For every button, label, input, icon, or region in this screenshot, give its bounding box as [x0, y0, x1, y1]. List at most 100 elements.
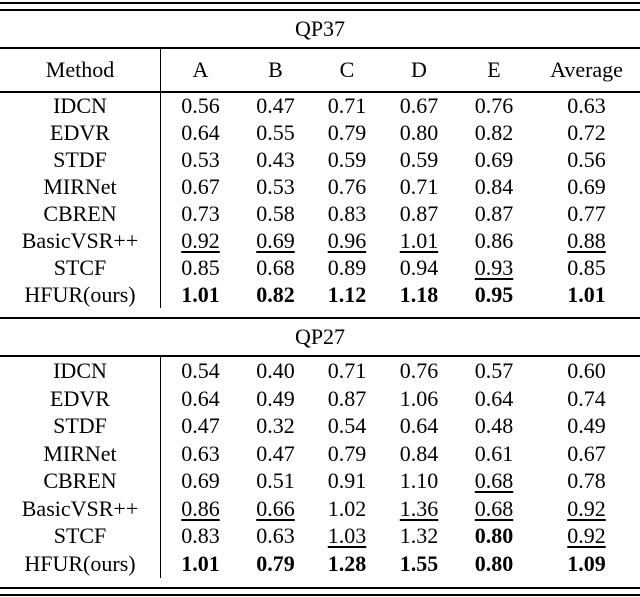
- rule-below-qp37-title: [0, 47, 640, 49]
- table-row: IDCN 0.56 0.47 0.71 0.67 0.76 0.63: [0, 93, 640, 120]
- cell-value: 0.89: [327, 254, 367, 280]
- cell-method-name: CBREN: [43, 201, 117, 226]
- cell-value: 1.09: [567, 551, 606, 577]
- cell-value: 0.47: [256, 93, 295, 119]
- cell-value: 1.12: [327, 281, 367, 307]
- cell-method-name: STCF: [53, 254, 107, 280]
- cell-value: 0.47: [256, 440, 295, 466]
- rule-above-qp27-title: [0, 317, 640, 320]
- cell-value: 0.74: [567, 385, 606, 411]
- cell-value: 1.36: [399, 495, 439, 521]
- cell-value: 0.87: [474, 201, 514, 226]
- cell-value: 1.01: [160, 281, 240, 309]
- cell-method-name: HFUR(ours): [24, 551, 136, 577]
- cell-value: 0.80: [474, 523, 514, 549]
- column-header-average: Average: [550, 57, 623, 82]
- rule-below-header: [0, 91, 640, 93]
- cell-value: 0.66: [256, 495, 295, 521]
- cell-value: 0.68: [474, 495, 514, 521]
- cell-value: 0.64: [160, 384, 240, 413]
- cell-value: 0.85: [567, 254, 606, 280]
- cell-value: 0.83: [160, 522, 240, 551]
- cell-value: 0.32: [256, 413, 295, 439]
- cell-method-name: IDCN: [53, 93, 107, 119]
- column-header-c: C: [339, 57, 355, 82]
- table-row: CBREN 0.73 0.58 0.83 0.87 0.87 0.77: [0, 200, 640, 228]
- cell-value: 1.55: [399, 551, 439, 577]
- cell-value: 0.56: [567, 147, 606, 173]
- cell-value: 0.48: [474, 413, 514, 439]
- cell-method-name: BasicVSR++: [21, 227, 139, 253]
- cell-value: 0.82: [256, 281, 295, 307]
- cell-value: 0.67: [399, 93, 439, 119]
- cell-value: 1.10: [399, 468, 439, 494]
- cell-value: 0.64: [474, 385, 514, 411]
- table-row: HFUR(ours) 1.01 0.82 1.12 1.18 0.95 1.01: [0, 281, 640, 309]
- cell-value: 1.01: [567, 281, 606, 307]
- section-title-text: QP27: [294, 324, 346, 350]
- table-row: BasicVSR++ 0.92 0.69 0.96 1.01 0.86 0.88: [0, 227, 640, 255]
- cell-method-name: EDVR: [50, 385, 110, 411]
- cell-value: 0.64: [160, 119, 240, 147]
- cell-value: 0.92: [160, 227, 240, 255]
- cell-value: 0.54: [327, 413, 367, 439]
- cell-value: 0.71: [327, 93, 367, 119]
- cell-value: 0.54: [160, 357, 240, 385]
- cell-value: 0.58: [256, 201, 295, 226]
- cell-value: 0.79: [256, 551, 295, 577]
- cell-value: 0.59: [327, 147, 367, 173]
- table-row: STDF 0.53 0.43 0.59 0.59 0.69 0.56: [0, 146, 640, 174]
- cell-value: 1.06: [399, 385, 439, 411]
- cell-value: 0.68: [474, 468, 514, 494]
- table-body-qp37: IDCN 0.56 0.47 0.71 0.67 0.76 0.63 EDVR 0.64 0.55…: [0, 93, 640, 309]
- cell-value: 0.83: [327, 201, 367, 226]
- cell-value: 0.91: [327, 468, 367, 494]
- cell-method-name: STDF: [53, 147, 107, 173]
- cell-value: 0.67: [160, 173, 240, 201]
- cell-value: 0.69: [160, 467, 240, 496]
- cell-value: 0.79: [327, 440, 367, 466]
- section-title-qp27: QP27: [0, 319, 640, 355]
- cell-value: 1.32: [399, 523, 439, 549]
- bottom-double-rule: [0, 586, 640, 596]
- table-row: CBREN 0.69 0.51 0.91 1.10 0.68 0.78: [0, 467, 640, 496]
- column-header-b: B: [268, 57, 283, 82]
- cell-value: 0.88: [567, 227, 606, 253]
- cell-value: 0.61: [474, 440, 514, 466]
- cell-value: 0.68: [256, 254, 295, 280]
- cell-value: 0.69: [256, 227, 295, 253]
- cell-value: 0.92: [567, 523, 606, 549]
- cell-value: 0.76: [327, 174, 367, 200]
- table-row: STDF 0.47 0.32 0.54 0.64 0.48 0.49: [0, 412, 640, 440]
- cell-value: 0.73: [160, 200, 240, 228]
- table-row: EDVR 0.64 0.49 0.87 1.06 0.64 0.74: [0, 384, 640, 413]
- cell-value: 0.76: [399, 357, 439, 383]
- cell-method-name: CBREN: [43, 468, 117, 494]
- table-row: BasicVSR++ 0.86 0.66 1.02 1.36 0.68 0.92: [0, 495, 640, 523]
- cell-value: 0.71: [399, 174, 439, 200]
- cell-value: 0.60: [567, 357, 606, 383]
- cell-value: 0.87: [327, 385, 367, 411]
- cell-value: 0.84: [474, 174, 514, 200]
- cell-value: 0.49: [567, 413, 606, 439]
- cell-value: 0.96: [327, 227, 367, 253]
- cell-method-name: MIRNet: [43, 440, 117, 466]
- cell-method-name: BasicVSR++: [21, 495, 139, 521]
- cell-value: 1.28: [327, 551, 367, 577]
- section-title-text: QP37: [294, 16, 346, 41]
- table-row: STCF 0.85 0.68 0.89 0.94 0.93 0.85: [0, 254, 640, 282]
- table-row: STCF 0.83 0.63 1.03 1.32 0.80 0.92: [0, 522, 640, 551]
- cell-value: 0.69: [567, 174, 606, 200]
- cell-value: 0.69: [474, 147, 514, 173]
- cell-value: 1.01: [160, 550, 240, 578]
- cell-value: 0.87: [399, 201, 439, 226]
- cell-value: 0.56: [160, 93, 240, 120]
- cell-method-name: HFUR(ours): [24, 281, 136, 307]
- cell-method-name: STCF: [53, 523, 107, 549]
- cell-value: 0.51: [256, 468, 295, 494]
- top-double-rule: [0, 2, 640, 11]
- cell-value: 0.40: [256, 357, 295, 383]
- cell-value: 0.47: [160, 412, 240, 440]
- cell-value: 0.86: [160, 495, 240, 523]
